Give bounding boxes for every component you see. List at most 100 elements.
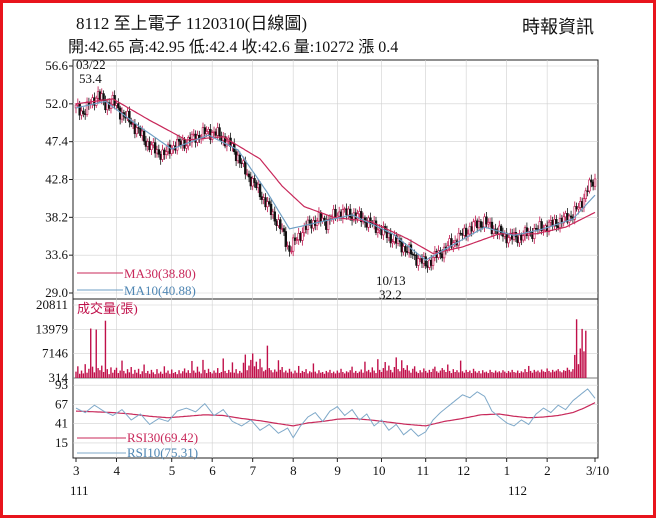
volume-bar [467, 371, 469, 378]
volume-bar [235, 369, 237, 378]
volume-bar [423, 368, 425, 378]
candle-body [258, 183, 262, 198]
candle-body [284, 231, 288, 247]
candle-body [555, 219, 558, 227]
volume-bar [110, 367, 112, 378]
x-axis-ticks: 3 4 5 6 7 8 9 10 11 12 1 2 3/10 [73, 458, 609, 478]
volume-bar [482, 370, 484, 378]
volume-bar [288, 368, 291, 378]
candle-body [464, 227, 468, 237]
candle-body [218, 127, 221, 137]
volume-bar [239, 370, 241, 378]
price-tick-label: 52.0 [45, 96, 68, 111]
volume-bar [507, 370, 510, 378]
candle-body [569, 215, 573, 218]
candle-body [577, 207, 580, 210]
x-tick-label: 7 [250, 463, 257, 478]
volume-bar [533, 369, 535, 378]
volume-bar [528, 365, 530, 378]
candle-body [157, 149, 161, 155]
high-date-annotation: 03/22 [76, 57, 106, 72]
candle-body [479, 221, 483, 228]
candle-body [470, 226, 473, 232]
candle-body [192, 133, 195, 136]
volume-bar [378, 369, 381, 378]
volume-bar [299, 373, 302, 378]
volume-bar [358, 371, 361, 378]
volume-bar [167, 370, 169, 378]
price-tick-label: 29.0 [45, 285, 68, 300]
candle-body [262, 197, 265, 200]
volume-bar [502, 370, 504, 378]
candle-body [387, 233, 391, 238]
candle-body [150, 144, 153, 150]
volume-bar [412, 368, 414, 378]
volume-bar [102, 371, 105, 378]
rsi10-legend: RSI10(75.31) [127, 445, 198, 460]
volume-bar [237, 373, 239, 378]
candle-body [293, 237, 297, 241]
volume-bar [355, 370, 357, 378]
low-date-annotation: 10/13 [376, 273, 406, 288]
volume-bar [399, 371, 401, 378]
volume-bar [432, 368, 434, 378]
volume-bar [309, 371, 311, 378]
volume-bar [553, 371, 556, 378]
x-tick-label: 1 [504, 463, 511, 478]
candle-body [163, 149, 166, 156]
volume-bar [332, 371, 335, 378]
candle-body [133, 123, 137, 135]
volume-bar [292, 373, 294, 378]
volume-bar [312, 363, 315, 378]
volume-bar [401, 360, 403, 378]
volume-bar [198, 371, 201, 378]
volume-bar [281, 367, 283, 378]
volume-bar [323, 373, 326, 378]
volume-tick-label: 314 [49, 370, 69, 385]
x-tick-label: 10 [373, 463, 386, 478]
price-tick-label: 56.6 [45, 58, 68, 73]
candle-body [177, 139, 181, 142]
volume-bar [459, 360, 462, 378]
volume-bar [347, 372, 350, 378]
candle-body [431, 257, 435, 266]
volume-bar [526, 371, 528, 378]
volume-bar [465, 369, 467, 378]
volume-bar [224, 370, 226, 378]
candle-body [358, 211, 361, 215]
candle-body [286, 245, 289, 247]
volume-bar [250, 359, 252, 378]
candle-body [247, 173, 251, 178]
volume-bar [84, 364, 86, 378]
volume-bar [303, 371, 305, 378]
candle-body [376, 229, 380, 233]
candle-body [531, 231, 534, 239]
volume-bar [75, 371, 77, 378]
volume-bar [439, 370, 442, 378]
volume-bar [574, 354, 576, 378]
price-tick-label: 38.2 [45, 209, 68, 224]
candle-body [297, 233, 300, 240]
volume-bar [165, 372, 167, 378]
volume-bar [450, 373, 453, 378]
volume-bar [470, 373, 473, 378]
candle-body [257, 183, 260, 189]
volume-bar [248, 365, 250, 378]
candle-body [538, 221, 541, 230]
candle-body [579, 201, 582, 208]
ma30-legend: MA30(38.80) [124, 266, 196, 281]
volume-bar [246, 370, 248, 378]
candle-body [588, 179, 591, 192]
volume-bar [443, 369, 445, 378]
volume-bar [286, 372, 289, 378]
candle-body [326, 218, 330, 230]
volume-bar [345, 371, 348, 378]
volume-bar [496, 372, 499, 378]
volume-bar [244, 354, 247, 378]
candle-body [485, 216, 488, 225]
candle-body [187, 137, 190, 147]
candle-body [234, 151, 238, 162]
candle-body [472, 221, 475, 232]
volume-bar [344, 373, 346, 378]
